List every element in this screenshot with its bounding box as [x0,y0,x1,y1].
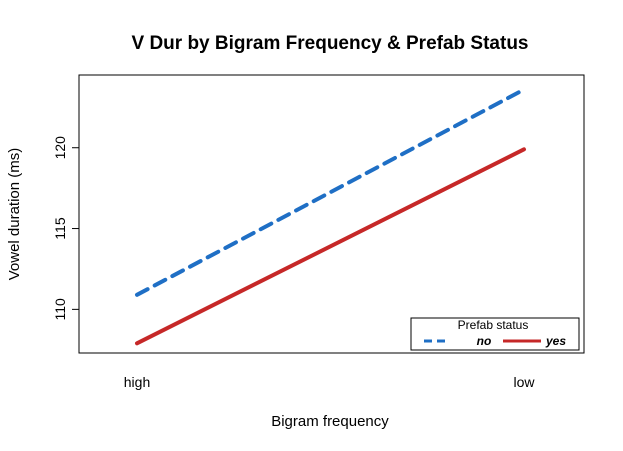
legend: Prefab status no yes [410,317,580,351]
y-tick-label: 115 [52,217,68,240]
y-tick-label: 120 [52,136,68,160]
series-layer [135,87,526,346]
x-tick-label: high [124,374,150,390]
x-axis: high low [124,374,536,390]
x-axis-label: Bigram frequency [271,413,389,430]
legend-title: Prefab status [458,318,529,332]
series-line-no [135,87,526,297]
series-line-yes [135,147,526,346]
plot-frame [78,74,585,354]
y-axis: 110 115 120 [52,136,79,321]
y-tick-label: 110 [52,298,68,321]
legend-label-yes: yes [545,334,566,348]
y-axis-label: Vowel duration (ms) [6,148,23,281]
chart-title: V Dur by Bigram Frequency & Prefab Statu… [132,33,529,54]
legend-label-no: no [477,334,492,348]
legend-entries: no yes [424,334,566,348]
x-tick-label: low [513,374,535,390]
legend-box [410,317,580,351]
